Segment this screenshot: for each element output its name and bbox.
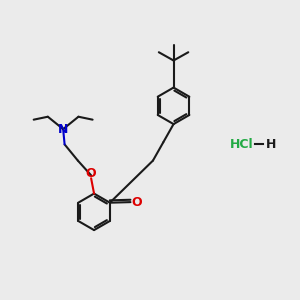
Text: H: H — [266, 138, 276, 151]
Text: O: O — [86, 167, 96, 180]
Text: HCl: HCl — [230, 138, 253, 151]
Text: N: N — [58, 123, 68, 136]
Text: O: O — [131, 196, 142, 208]
